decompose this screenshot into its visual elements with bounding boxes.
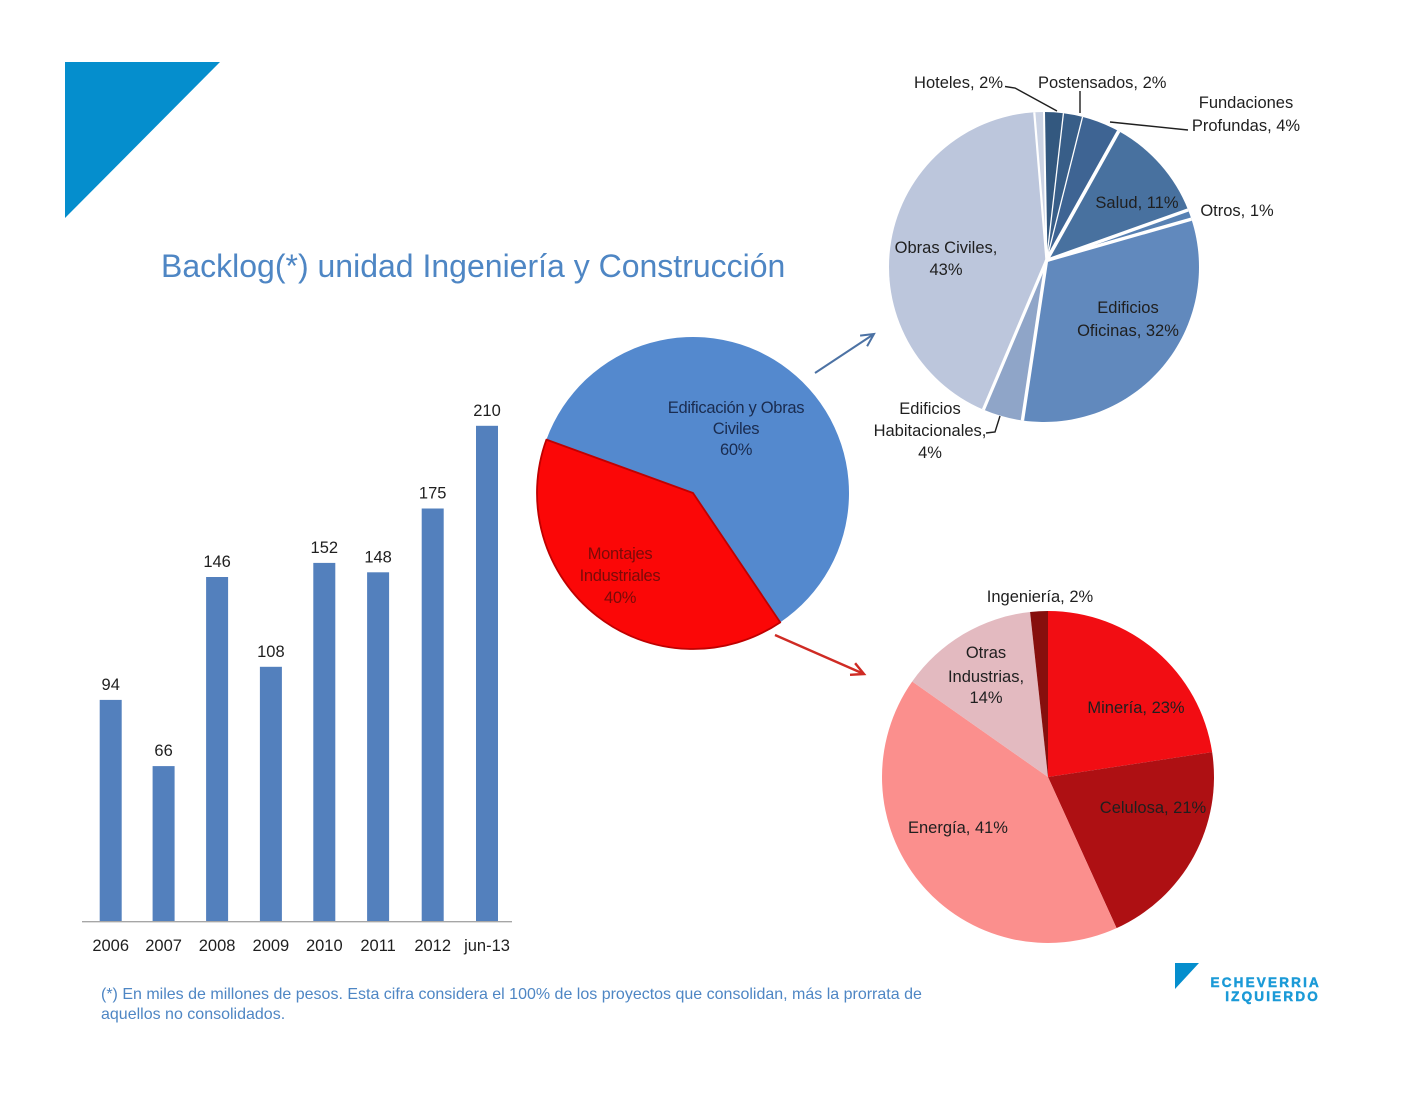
svg-text:60%: 60% [720, 441, 753, 459]
svg-text:Industrias,: Industrias, [948, 668, 1024, 686]
svg-text:Minería, 23%: Minería, 23% [1087, 699, 1185, 717]
svg-text:Edificios: Edificios [899, 400, 960, 418]
svg-text:Edificios: Edificios [1097, 299, 1158, 317]
svg-text:152: 152 [311, 539, 339, 557]
svg-text:2011: 2011 [360, 937, 395, 955]
svg-text:Energía, 41%: Energía, 41% [908, 819, 1008, 837]
svg-text:ECHEVERRIA: ECHEVERRIA [1210, 975, 1321, 990]
svg-text:Postensados, 2%: Postensados, 2% [1038, 74, 1167, 92]
svg-text:2008: 2008 [199, 937, 236, 955]
svg-text:2009: 2009 [253, 937, 290, 955]
svg-text:4%: 4% [918, 444, 942, 462]
svg-text:108: 108 [257, 643, 285, 661]
svg-text:Otros, 1%: Otros, 1% [1200, 202, 1274, 220]
svg-text:Obras Civiles,: Obras Civiles, [895, 239, 998, 257]
svg-text:Fundaciones: Fundaciones [1199, 94, 1293, 112]
svg-text:Montajes: Montajes [588, 545, 653, 563]
svg-text:Backlog(*) unidad Ingeniería y: Backlog(*) unidad Ingeniería y Construcc… [161, 248, 785, 284]
svg-text:(*) En miles de millones de pe: (*) En miles de millones de pesos. Esta … [101, 986, 922, 1003]
svg-text:94: 94 [102, 676, 120, 694]
svg-text:Profundas, 4%: Profundas, 4% [1192, 117, 1301, 135]
svg-text:175: 175 [419, 485, 447, 503]
svg-text:14%: 14% [969, 689, 1002, 707]
svg-text:IZQUIERDO: IZQUIERDO [1225, 989, 1320, 1004]
svg-text:Ingeniería, 2%: Ingeniería, 2% [987, 588, 1094, 606]
svg-text:Salud, 11%: Salud, 11% [1095, 194, 1178, 212]
svg-text:Otras: Otras [966, 644, 1006, 662]
svg-text:Oficinas, 32%: Oficinas, 32% [1077, 322, 1179, 340]
svg-text:66: 66 [154, 742, 172, 760]
svg-text:2010: 2010 [306, 937, 343, 955]
svg-text:Industriales: Industriales [580, 567, 661, 585]
svg-text:43%: 43% [929, 261, 962, 279]
svg-text:jun-13: jun-13 [463, 937, 510, 955]
svg-text:Civiles: Civiles [713, 420, 760, 438]
svg-text:Edificación y Obras: Edificación y Obras [668, 399, 804, 417]
svg-text:2007: 2007 [145, 937, 182, 955]
svg-text:aquellos no consolidados.: aquellos no consolidados. [101, 1006, 285, 1023]
svg-text:40%: 40% [604, 589, 637, 607]
svg-text:210: 210 [473, 402, 501, 420]
svg-text:2006: 2006 [92, 937, 129, 955]
svg-text:148: 148 [364, 548, 392, 566]
svg-text:2012: 2012 [414, 937, 451, 955]
svg-text:Hoteles, 2%: Hoteles, 2% [914, 74, 1003, 92]
svg-text:Celulosa, 21%: Celulosa, 21% [1100, 799, 1207, 817]
svg-text:146: 146 [203, 553, 231, 571]
svg-text:Habitacionales,: Habitacionales, [874, 422, 987, 440]
